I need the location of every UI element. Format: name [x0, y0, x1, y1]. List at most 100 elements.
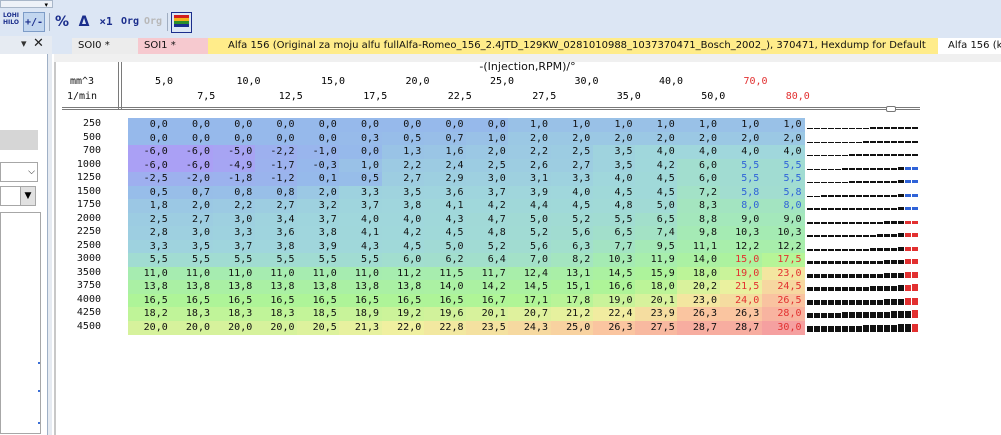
map-cell[interactable]: 4,3 — [339, 239, 382, 254]
map-cell[interactable]: 11,0 — [128, 266, 171, 281]
map-cell[interactable]: 5,8 — [761, 185, 805, 200]
map-cell[interactable]: 0,0 — [254, 131, 298, 146]
map-cell[interactable]: 7,0 — [508, 253, 551, 267]
map-cell[interactable]: 5,5 — [761, 172, 805, 186]
map-cell[interactable]: 11,0 — [339, 266, 382, 281]
original-disabled-button[interactable]: Org — [143, 16, 163, 27]
map-cell[interactable]: 28,7 — [719, 320, 763, 335]
map-cell[interactable]: 9,5 — [635, 239, 678, 254]
map-cell[interactable]: 5,5 — [339, 253, 382, 267]
map-cell[interactable]: 16,5 — [170, 293, 213, 308]
map-cell[interactable]: 13,8 — [170, 280, 213, 294]
map-cell[interactable]: 2,0 — [635, 131, 678, 146]
map-cell[interactable]: 16,5 — [339, 293, 382, 308]
map-cell[interactable]: 23,5 — [466, 320, 509, 335]
map-cell[interactable]: 0,0 — [128, 131, 171, 146]
map-cell[interactable]: 3,6 — [423, 185, 467, 200]
map-cell[interactable]: 2,4 — [423, 158, 467, 173]
map-cell[interactable]: 13,1 — [550, 266, 594, 281]
map-cell[interactable]: 23,0 — [761, 266, 805, 281]
map-cell[interactable]: 6,0 — [677, 158, 720, 173]
map-cell[interactable]: 5,5 — [254, 253, 298, 267]
map-cell[interactable]: 13,8 — [212, 280, 256, 294]
tab-soi1[interactable]: SOI1 * — [138, 38, 208, 54]
map-cell[interactable]: 16,5 — [423, 293, 467, 308]
map-cell[interactable]: 2,9 — [423, 172, 467, 186]
map-cell[interactable]: 14,5 — [508, 280, 551, 294]
map-cell[interactable]: 19,2 — [381, 307, 425, 321]
map-cell[interactable]: 1,6 — [423, 145, 467, 159]
map-cell[interactable]: 4,2 — [635, 158, 678, 173]
map-cell[interactable]: 13,8 — [381, 280, 425, 294]
map-cell[interactable]: 5,0 — [635, 199, 678, 213]
map-cell[interactable]: 0,0 — [170, 118, 213, 132]
map-cell[interactable]: 9,0 — [761, 212, 805, 227]
map-cell[interactable]: -5,0 — [212, 145, 256, 159]
map-cell[interactable]: 6,5 — [592, 226, 636, 240]
map-cell[interactable]: 4,8 — [592, 199, 636, 213]
map-cell[interactable]: 11,0 — [212, 266, 256, 281]
map-cell[interactable]: 6,4 — [466, 253, 509, 267]
map-cell[interactable]: 21,2 — [550, 307, 594, 321]
map-cell[interactable]: 15,1 — [550, 280, 594, 294]
map-cell[interactable]: 3,0 — [170, 226, 213, 240]
map-cell[interactable]: 0,0 — [128, 118, 171, 132]
map-cell[interactable]: 1,0 — [719, 118, 763, 132]
map-cell[interactable]: 17,1 — [508, 293, 551, 308]
map-cell[interactable]: 5,6 — [550, 226, 594, 240]
map-cell[interactable]: 4,0 — [719, 145, 763, 159]
sidebar-list[interactable] — [0, 212, 41, 434]
map-cell[interactable]: 3,3 — [128, 239, 171, 254]
map-cell[interactable]: 4,0 — [635, 145, 678, 159]
map-cell[interactable]: 14,5 — [592, 266, 636, 281]
map-cell[interactable]: 2,2 — [508, 145, 551, 159]
map-cell[interactable]: 2,2 — [381, 158, 425, 173]
map-cell[interactable]: 10,3 — [592, 253, 636, 267]
map-cell[interactable]: 8,3 — [677, 199, 720, 213]
map-cell[interactable]: 20,0 — [170, 320, 213, 335]
map-cell[interactable]: 3,8 — [381, 199, 425, 213]
map-cell[interactable]: 5,2 — [466, 239, 509, 254]
map-cell[interactable]: 13,8 — [254, 280, 298, 294]
map-cell[interactable]: 4,0 — [677, 145, 720, 159]
map-cell[interactable]: 0,0 — [466, 118, 509, 132]
map-cell[interactable]: 3,8 — [254, 239, 298, 254]
map-cell[interactable]: 18,2 — [128, 307, 171, 321]
toolbar-overflow-button[interactable]: ▾ — [0, 0, 53, 9]
map-cell[interactable]: 6,2 — [423, 253, 467, 267]
map-cell[interactable]: -2,5 — [128, 172, 171, 186]
close-icon[interactable]: ✕ — [33, 36, 44, 51]
map-cell[interactable]: 10,3 — [719, 226, 763, 240]
map-cell[interactable]: 20,0 — [212, 320, 256, 335]
map-cell[interactable]: -6,0 — [128, 158, 171, 173]
map-cell[interactable]: 24,3 — [508, 320, 551, 335]
map-cell[interactable]: 4,5 — [635, 185, 678, 200]
map-cell[interactable]: 14,2 — [466, 280, 509, 294]
map-cell[interactable]: 13,8 — [128, 280, 171, 294]
map-cell[interactable]: 2,7 — [254, 199, 298, 213]
map-cell[interactable]: 0,0 — [212, 118, 256, 132]
map-cell[interactable]: 1,0 — [466, 131, 509, 146]
map-cell[interactable]: 5,5 — [128, 253, 171, 267]
map-cell[interactable]: 4,5 — [592, 185, 636, 200]
map-cell[interactable]: 21,3 — [339, 320, 382, 335]
map-cell[interactable]: 12,2 — [719, 239, 763, 254]
map-cell[interactable]: 5,0 — [508, 212, 551, 227]
map-cell[interactable]: 4,5 — [381, 239, 425, 254]
map-cell[interactable]: 3,0 — [466, 172, 509, 186]
map-cell[interactable]: 18,5 — [297, 307, 340, 321]
map-cell[interactable]: -1,8 — [212, 172, 256, 186]
map-cell[interactable]: 2,0 — [297, 185, 340, 200]
map-cell[interactable]: 3,1 — [508, 172, 551, 186]
pin-icon[interactable]: ▾ — [21, 37, 27, 50]
map-cell[interactable]: 3,5 — [592, 145, 636, 159]
map-cell[interactable]: 18,3 — [170, 307, 213, 321]
map-cell[interactable]: 12,2 — [761, 239, 805, 254]
map-cell[interactable]: -0,3 — [297, 158, 340, 173]
map-cell[interactable]: 26,3 — [592, 320, 636, 335]
map-cell[interactable]: 2,2 — [212, 199, 256, 213]
map-cell[interactable]: 0,7 — [423, 131, 467, 146]
map-cell[interactable]: 4,4 — [508, 199, 551, 213]
map-cell[interactable]: 11,2 — [381, 266, 425, 281]
map-cell[interactable]: 4,2 — [381, 226, 425, 240]
